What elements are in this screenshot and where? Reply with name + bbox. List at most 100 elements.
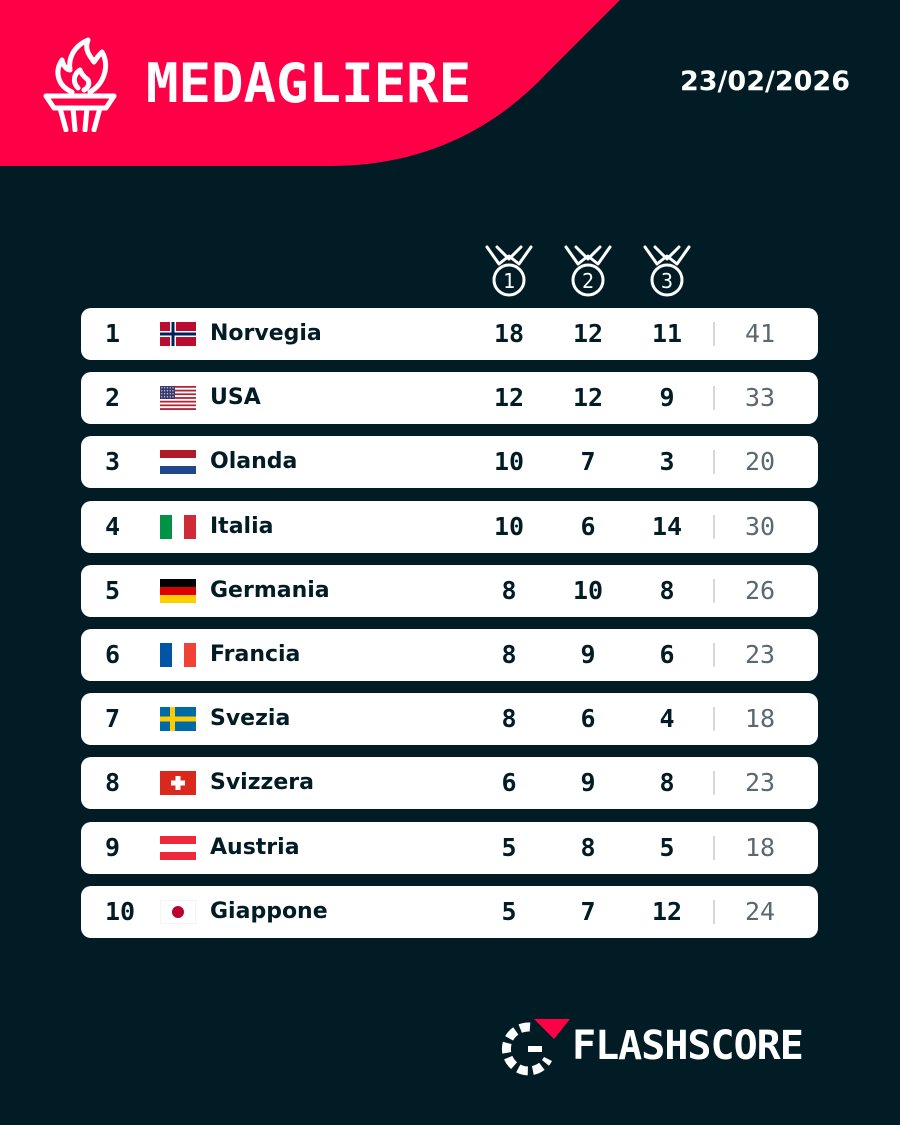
rank-cell: 4 [105,511,121,541]
gold-count: 5 [501,896,517,926]
silver-count: 6 [580,511,596,541]
country-name: Norvegia [210,321,322,346]
silver-count: 12 [572,383,604,413]
gold-count: 5 [501,832,517,862]
silver-count: 6 [580,704,596,734]
rank-cell: 2 [105,383,121,413]
country-name: Germania [210,577,330,603]
rank-cell: 7 [105,704,121,734]
gold-count: 8 [501,639,517,669]
country-name: Francia [210,641,301,667]
gold-count: 8 [501,575,517,605]
bronze-medal-number: 3 [661,269,673,293]
total-divider [713,578,715,603]
country-name: Svezia [210,706,291,732]
total-divider [713,707,715,732]
silver-count: 7 [580,896,596,926]
total-divider [713,386,715,411]
total-count: 20 [744,447,776,477]
netherlands-flag-icon [160,450,196,475]
bronze-count: 4 [659,704,675,734]
bronze-count: 11 [651,319,683,348]
gold-count: 6 [501,768,517,798]
total-count: 18 [744,832,776,862]
switzerland-flag-icon [160,771,196,796]
sweden-flag-icon [160,707,196,732]
country-name: Giappone [210,898,328,924]
silver-medal-number: 2 [582,269,594,293]
header-banner [0,0,620,166]
germany-flag-icon [160,578,196,603]
table-row: 6 Francia 8 9 6 23 [81,628,818,681]
austria-flag-icon [160,835,196,860]
table-row: 4 Italia 10 6 14 30 [81,500,818,553]
medal-table: 1 Norvegia 18 12 11 41 2 USA 12 12 9 33 3 Olanda 10 7 3 2… [81,308,818,950]
gold-count: 10 [493,447,525,477]
gold-count: 8 [501,704,517,734]
silver-count: 9 [580,768,596,798]
gold-medal-icon: 1 [485,245,533,297]
rank-cell: 10 [105,896,136,926]
rank-cell: 8 [105,768,121,798]
table-row: 9 Austria 5 8 5 18 [81,821,818,874]
bronze-count: 6 [659,639,675,669]
japan-flag-icon [160,899,196,924]
page-title: MEDAGLIERE [146,52,472,115]
total-count: 18 [744,704,776,734]
country-name: Svizzera [210,770,314,796]
rank-cell: 1 [105,319,121,348]
bronze-count: 3 [659,447,675,477]
gold-medal-number: 1 [503,269,515,293]
gold-count: 12 [493,383,525,413]
bronze-count: 9 [659,383,675,413]
rank-cell: 9 [105,832,121,862]
usa-flag-icon [160,386,196,411]
silver-count: 10 [572,575,604,605]
country-name: USA [210,385,261,411]
bronze-count: 14 [651,511,683,541]
country-name: Olanda [210,449,298,475]
total-count: 33 [744,383,776,413]
table-row: 3 Olanda 10 7 3 20 [81,436,818,489]
table-row: 2 USA 12 12 9 33 [81,372,818,425]
bronze-count: 5 [659,832,675,862]
norway-flag-icon [160,322,196,346]
france-flag-icon [160,642,196,667]
bronze-count: 8 [659,575,675,605]
table-row: 10 Giappone 5 7 12 24 [81,885,818,938]
table-row: 5 Germania 8 10 8 26 [81,564,818,617]
rank-cell: 5 [105,575,121,605]
total-divider [713,899,715,924]
table-row: 1 Norvegia 18 12 11 41 [81,308,818,360]
table-row: 7 Svezia 8 6 4 18 [81,693,818,746]
total-divider [713,450,715,475]
total-divider [713,642,715,667]
rank-cell: 3 [105,447,121,477]
silver-medal-icon: 2 [564,245,612,297]
silver-count: 12 [572,319,604,348]
total-count: 23 [744,639,776,669]
gold-count: 10 [493,511,525,541]
total-count: 30 [744,511,776,541]
silver-count: 8 [580,832,596,862]
total-count: 41 [744,319,776,348]
gold-count: 18 [493,319,525,348]
italy-flag-icon [160,514,196,539]
total-divider [713,771,715,796]
torch-icon [43,37,117,132]
silver-count: 7 [580,447,596,477]
rank-cell: 6 [105,639,121,669]
bronze-count: 8 [659,768,675,798]
table-row: 8 Svizzera 6 9 8 23 [81,757,818,810]
bronze-count: 12 [651,896,683,926]
country-name: Austria [210,834,300,860]
total-count: 23 [744,768,776,798]
total-divider [713,514,715,539]
flashscore-logo-icon [502,1019,570,1076]
country-name: Italia [210,513,274,539]
date-label: 23/02/2026 [679,66,850,97]
bronze-medal-icon: 3 [643,245,691,297]
total-count: 24 [744,896,776,926]
brand-name: FLASHSCORE [572,1023,804,1069]
total-count: 26 [744,575,776,605]
